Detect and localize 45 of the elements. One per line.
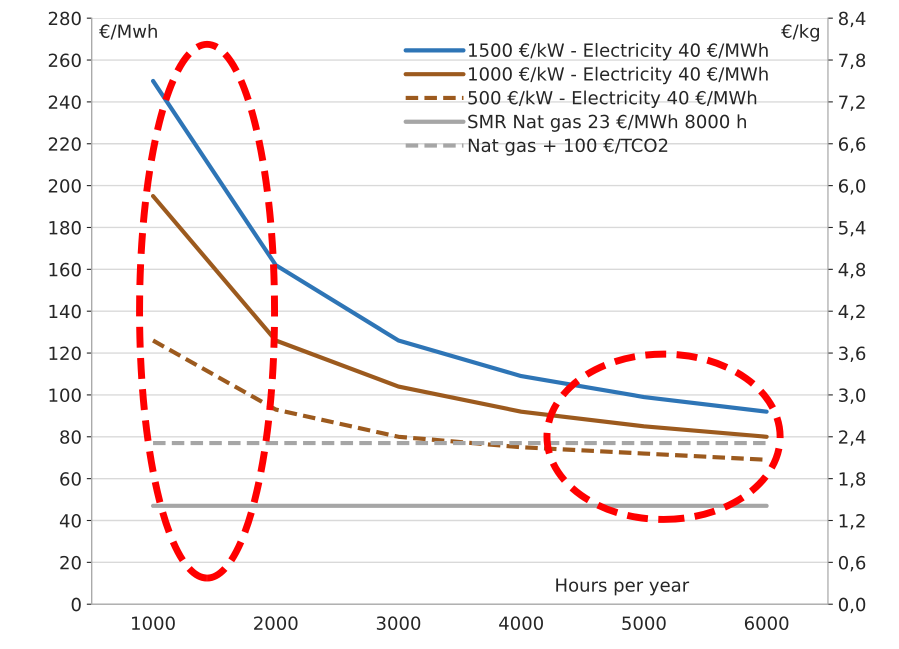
y-tick-label: 280 <box>48 12 81 26</box>
y2-tick-label: 6,0 <box>838 179 866 195</box>
y2-tick-label: 4,2 <box>838 304 865 320</box>
x-tick-label: 6000 <box>744 616 788 630</box>
legend-label: Nat gas + 100 €/TCO2 <box>468 138 668 156</box>
y2-tick-label: 6,6 <box>838 137 866 153</box>
y2-tick-label: 5,4 <box>839 221 866 236</box>
y2-tick-label: 7,8 <box>839 53 866 69</box>
y2-tick-label: 4,8 <box>838 262 866 278</box>
x-tick-label: 1000 <box>132 616 175 630</box>
y2-tick-label: 1,2 <box>840 514 865 530</box>
y2-tick-label: 2,4 <box>839 430 866 446</box>
y-axis-title: €/Mwh <box>99 24 157 40</box>
y-tick-label: 140 <box>49 304 81 318</box>
x-tick-label: 5000 <box>622 616 666 630</box>
y2-tick-label: 8,4 <box>838 12 866 28</box>
x-axis-title: Hours per year <box>556 578 690 596</box>
y-tick-label: 40 <box>60 514 81 528</box>
y-tick-label: 220 <box>48 137 81 151</box>
y-tick-label: 260 <box>48 53 81 68</box>
y2-tick-label: 7,2 <box>839 95 865 111</box>
y-tick-label: 80 <box>60 430 81 444</box>
y2-tick-label: 3,6 <box>839 346 866 362</box>
legend-label: SMR Nat gas 23 €/MWh 8000 h <box>468 114 746 132</box>
y-tick-label: 240 <box>48 95 81 110</box>
y2-axis-title: €/kg <box>781 24 819 42</box>
y-tick-label: 20 <box>60 556 81 570</box>
legend-label: 1500 €/kW - Electricity 40 €/MWh <box>469 42 768 60</box>
y-tick-label: 180 <box>49 220 81 235</box>
y2-tick-label: 1,8 <box>840 472 866 488</box>
y-tick-label: 120 <box>49 346 81 360</box>
y-tick-label: 100 <box>49 388 81 402</box>
y2-tick-label: 3,0 <box>839 388 866 404</box>
legend-label: 500 €/kW - Electricity 40 €/MWh <box>468 90 756 108</box>
y-tick-label: 0 <box>72 598 81 612</box>
x-tick-label: 2000 <box>254 616 298 630</box>
x-tick-label: 3000 <box>376 616 420 630</box>
y-tick-label: 60 <box>60 472 81 486</box>
legend-label: 1000 €/kW - Electricity 40 €/MWh <box>469 66 768 84</box>
y-tick-label: 200 <box>48 179 81 193</box>
y2-tick-label: 0,6 <box>838 556 866 572</box>
x-tick-label: 4000 <box>499 616 543 630</box>
line-series <box>150 194 769 439</box>
y-tick-label: 160 <box>49 262 81 276</box>
y2-tick-label: 0,0 <box>838 598 866 614</box>
